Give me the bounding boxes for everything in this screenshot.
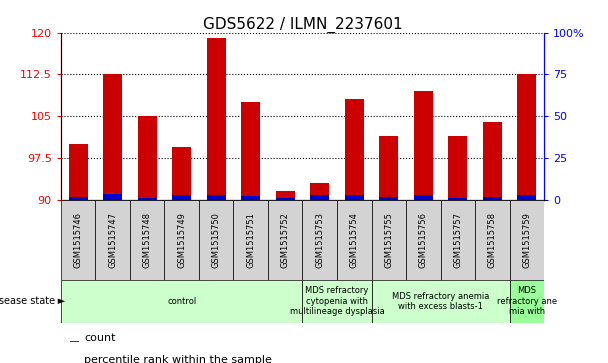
Text: GSM1515747: GSM1515747: [108, 212, 117, 268]
Text: GSM1515758: GSM1515758: [488, 212, 497, 268]
Text: control: control: [167, 297, 196, 306]
Text: GSM1515755: GSM1515755: [384, 212, 393, 268]
Bar: [406, 200, 441, 280]
Bar: [517, 195, 536, 200]
Bar: [61, 200, 95, 280]
Bar: [448, 198, 468, 200]
Bar: [207, 195, 226, 200]
Bar: [371, 280, 510, 323]
Title: GDS5622 / ILMN_2237601: GDS5622 / ILMN_2237601: [202, 16, 402, 33]
Bar: [510, 200, 544, 280]
Bar: [61, 280, 302, 323]
Text: GSM1515754: GSM1515754: [350, 212, 359, 268]
Bar: [137, 116, 157, 200]
Bar: [275, 191, 295, 200]
Bar: [71, 341, 79, 342]
Bar: [103, 194, 122, 200]
Bar: [207, 38, 226, 200]
Bar: [337, 200, 371, 280]
Text: GSM1515746: GSM1515746: [74, 212, 83, 268]
Bar: [103, 74, 122, 200]
Bar: [517, 74, 536, 200]
Bar: [345, 195, 364, 200]
Bar: [483, 197, 502, 200]
Bar: [275, 198, 295, 200]
Text: MDS
refractory ane
mia with: MDS refractory ane mia with: [497, 286, 557, 316]
Bar: [345, 99, 364, 200]
Bar: [199, 200, 233, 280]
Bar: [164, 200, 199, 280]
Bar: [379, 197, 398, 200]
Bar: [371, 200, 406, 280]
Text: count: count: [84, 334, 116, 343]
Bar: [130, 200, 164, 280]
Bar: [310, 195, 330, 200]
Text: GSM1515752: GSM1515752: [281, 212, 290, 268]
Text: GSM1515750: GSM1515750: [212, 212, 221, 268]
Bar: [379, 136, 398, 200]
Bar: [69, 197, 88, 200]
Text: GSM1515759: GSM1515759: [522, 212, 531, 268]
Text: GSM1515753: GSM1515753: [315, 212, 324, 268]
Bar: [137, 198, 157, 200]
Bar: [69, 144, 88, 200]
Bar: [441, 200, 475, 280]
Bar: [510, 280, 544, 323]
Bar: [172, 147, 191, 200]
Bar: [414, 195, 433, 200]
Bar: [95, 200, 130, 280]
Bar: [268, 200, 302, 280]
Text: percentile rank within the sample: percentile rank within the sample: [84, 355, 272, 363]
Text: GSM1515751: GSM1515751: [246, 212, 255, 268]
Bar: [233, 200, 268, 280]
Bar: [241, 102, 260, 200]
Bar: [302, 280, 371, 323]
Text: GSM1515749: GSM1515749: [177, 212, 186, 268]
Bar: [310, 183, 330, 200]
Bar: [172, 195, 191, 200]
Bar: [448, 136, 468, 200]
Bar: [483, 122, 502, 200]
Bar: [414, 91, 433, 200]
Text: MDS refractory anemia
with excess blasts-1: MDS refractory anemia with excess blasts…: [392, 291, 489, 311]
Text: MDS refractory
cytopenia with
multilineage dysplasia: MDS refractory cytopenia with multilinea…: [289, 286, 384, 316]
Text: GSM1515748: GSM1515748: [143, 212, 151, 268]
Text: GSM1515757: GSM1515757: [454, 212, 462, 268]
Bar: [241, 196, 260, 200]
Text: GSM1515756: GSM1515756: [419, 212, 428, 268]
Text: disease state: disease state: [0, 296, 58, 306]
Bar: [302, 200, 337, 280]
Bar: [475, 200, 510, 280]
